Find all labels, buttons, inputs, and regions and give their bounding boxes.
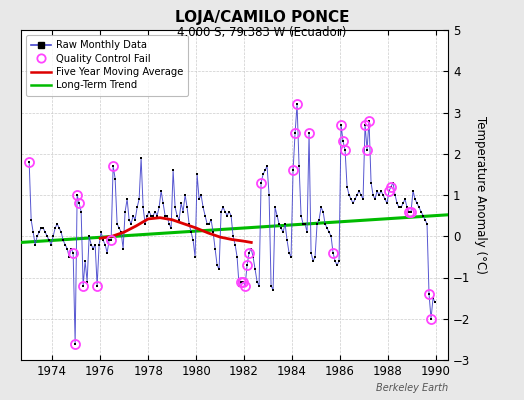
Text: Berkeley Earth: Berkeley Earth <box>376 383 448 393</box>
Y-axis label: Temperature Anomaly (°C): Temperature Anomaly (°C) <box>474 116 487 274</box>
Text: LOJA/CAMILO PONCE: LOJA/CAMILO PONCE <box>174 10 350 25</box>
Text: 4.000 S, 79.383 W (Ecuador): 4.000 S, 79.383 W (Ecuador) <box>177 26 347 39</box>
Legend: Raw Monthly Data, Quality Control Fail, Five Year Moving Average, Long-Term Tren: Raw Monthly Data, Quality Control Fail, … <box>26 35 188 96</box>
